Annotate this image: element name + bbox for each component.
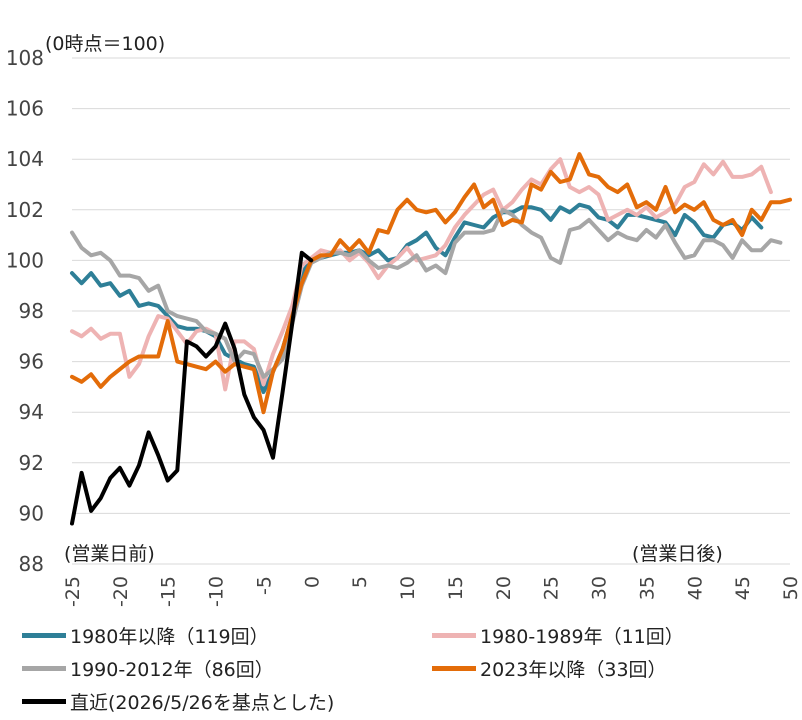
x-tick-label: 20: [493, 576, 515, 600]
x-tick-label: 15: [445, 576, 467, 600]
y-tick-label: 106: [6, 97, 44, 121]
y-tick-label: 98: [19, 299, 44, 323]
x-tick-label: 30: [589, 576, 611, 600]
y-tick-label: 88: [19, 552, 44, 576]
before-days-label: (営業日前): [64, 543, 155, 565]
y-tick-label: 96: [19, 350, 44, 374]
legend-swatch: [22, 699, 66, 704]
x-tick-label: 0: [301, 576, 323, 588]
legend-swatch: [22, 666, 66, 671]
x-axis-ticks: -25 -20 -15 -10 -5 0 5 10 15 20 25 30 35 40 45 50: [62, 576, 802, 607]
series-lines: [70, 152, 792, 526]
x-tick-label: -20: [110, 576, 132, 607]
legend-swatch: [432, 666, 476, 671]
after-days-label: (営業日後): [632, 543, 723, 565]
x-tick-label: 10: [397, 576, 419, 600]
y-tick-label: 102: [6, 198, 44, 222]
series-line-2: [70, 207, 783, 379]
legend-item-1980-1989: 1980-1989年（11回）: [432, 622, 684, 649]
gridlines: [72, 57, 790, 565]
y-tick-label: 108: [6, 46, 44, 70]
legend-item-recent: 直近(2026/5/26を基点とした): [22, 688, 334, 715]
x-tick-label: 25: [541, 576, 563, 600]
series-line-3: [70, 152, 792, 415]
legend-label: 2023年以降（33回）: [480, 659, 667, 681]
legend-swatch: [22, 633, 66, 638]
legend-swatch: [432, 633, 476, 638]
y-tick-label: 104: [6, 147, 44, 171]
series-line-0: [70, 202, 764, 394]
x-tick-label: -15: [158, 576, 180, 607]
x-tick-label: 50: [780, 576, 802, 600]
y-axis-ticks: 88 90 92 94 96 98 100 102 104 106 108: [6, 46, 44, 576]
x-tick-label: 45: [732, 576, 754, 600]
legend-label: 直近(2026/5/26を基点とした): [70, 692, 335, 714]
legend-item-1980-onward: 1980年以降（119回）: [22, 622, 269, 649]
y-tick-label: 94: [19, 400, 44, 424]
legend-label: 1990-2012年（86回）: [70, 659, 274, 681]
legend-label: 1980-1989年（11回）: [480, 626, 684, 648]
x-tick-label: -25: [62, 576, 84, 607]
y-unit-label: (0時点＝100): [45, 33, 165, 55]
x-tick-label: -10: [206, 576, 228, 607]
x-tick-label: -5: [253, 576, 275, 595]
legend-item-2023-onward: 2023年以降（33回）: [432, 655, 667, 682]
x-tick-label: 40: [684, 576, 706, 600]
x-tick-label: 35: [636, 576, 658, 600]
y-tick-label: 92: [19, 451, 44, 475]
legend-item-1990-2012: 1990-2012年（86回）: [22, 655, 274, 682]
series-line-4: [70, 250, 314, 526]
legend-label: 1980年以降（119回）: [70, 626, 269, 648]
y-tick-label: 90: [19, 501, 44, 525]
x-tick-label: 5: [349, 576, 371, 588]
y-tick-label: 100: [6, 248, 44, 272]
